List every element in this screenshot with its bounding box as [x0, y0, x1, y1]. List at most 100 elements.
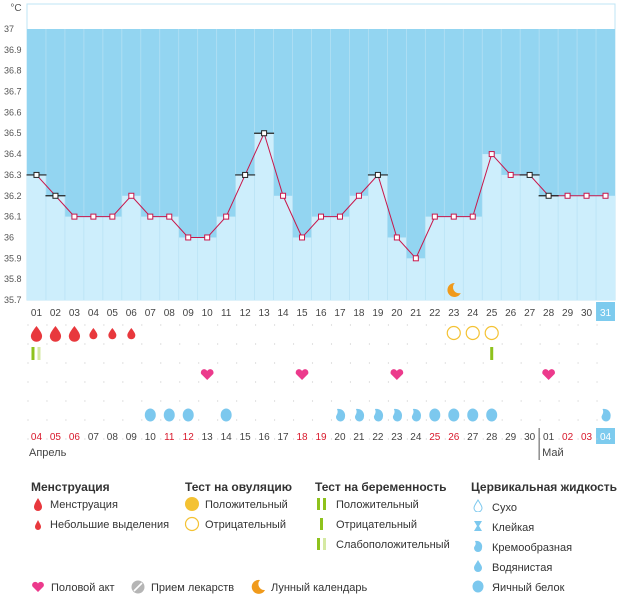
month-label: Май — [542, 447, 564, 459]
eggwhite-icon — [448, 408, 460, 422]
date-label: 29 — [505, 432, 517, 443]
grid-dot — [198, 400, 200, 402]
grid-dot — [387, 324, 389, 326]
y-tick-label: 36 — [4, 232, 14, 242]
heart-icon — [200, 369, 214, 380]
menstruation-light-icon — [127, 328, 136, 340]
cycle-day-label: 05 — [107, 308, 119, 319]
temperature-bar — [121, 195, 141, 300]
eggwhite-icon — [220, 408, 232, 422]
cycle-day-label: 16 — [315, 308, 327, 319]
grid-dot — [292, 343, 295, 345]
temperature-bar — [64, 216, 84, 300]
grid-dot — [406, 324, 408, 326]
grid-dot — [141, 381, 143, 383]
grid-dot — [368, 343, 371, 345]
grid-dot — [311, 400, 314, 402]
grid-dot — [122, 381, 124, 383]
grid-dot — [558, 438, 560, 440]
date-label: 17 — [278, 432, 290, 443]
menstruation-heavy-icon — [49, 326, 62, 342]
temperature-point — [299, 234, 306, 241]
grid-dot — [103, 438, 105, 440]
temperature-point — [412, 255, 419, 262]
grid-dot — [425, 362, 427, 364]
grid-dot — [444, 362, 446, 364]
grid-dot — [577, 400, 579, 402]
grid-dot — [198, 381, 200, 383]
grid-dot — [255, 362, 257, 364]
date-label: 03 — [581, 432, 593, 443]
grid-dot — [520, 419, 522, 421]
grid-dot — [482, 362, 484, 364]
grid-dot — [463, 419, 465, 421]
grid-dot — [349, 381, 352, 383]
temperature-point — [564, 192, 571, 199]
grid-dot — [198, 362, 200, 364]
grid-dot — [160, 362, 162, 364]
grid-dot — [349, 400, 352, 402]
moon-icon — [447, 282, 461, 297]
y-tick-label: 36.7 — [4, 87, 22, 97]
grid-dot — [311, 438, 314, 440]
temperature-bar — [330, 216, 350, 300]
grid-dot — [520, 381, 522, 383]
grid-dot — [501, 419, 503, 421]
date-label: 12 — [183, 432, 195, 443]
grid-dot — [463, 343, 465, 345]
grid-dot — [425, 438, 427, 440]
cycle-day-label: 21 — [410, 308, 422, 319]
grid-dot — [236, 343, 238, 345]
grid-dot — [330, 381, 333, 383]
grid-dot — [501, 381, 503, 383]
grid-dot — [482, 438, 484, 440]
legend-ovulation-positive-label: Положительный — [205, 499, 288, 511]
temperature-bar — [501, 174, 521, 300]
date-label: 15 — [240, 432, 252, 443]
temperature-bar — [27, 174, 46, 300]
temperature-point — [450, 213, 457, 220]
grid-dot — [444, 343, 446, 345]
grid-dot — [103, 362, 105, 364]
temperature-point — [166, 213, 173, 220]
temperature-bar — [311, 216, 331, 300]
cycle-day-label: 06 — [126, 308, 138, 319]
legend-intercourse-label: Половой акт — [51, 582, 115, 594]
cycle-day-label: 31 — [600, 308, 612, 319]
grid-dot — [596, 343, 598, 345]
grid-dot — [236, 400, 238, 402]
date-label: 01 — [543, 432, 555, 443]
legend-title-ovulation: Тест на овуляцию — [185, 480, 292, 494]
legend-sticky-label: Клейкая — [492, 522, 535, 534]
grid-dot — [273, 419, 276, 421]
temperature-point — [507, 171, 514, 178]
temperature-bar — [596, 195, 615, 300]
grid-dot — [46, 381, 48, 383]
grid-dot — [577, 438, 579, 440]
grid-dot — [387, 400, 389, 402]
temperature-point — [242, 171, 249, 178]
date-label: 04 — [31, 432, 43, 443]
drop-light-icon — [35, 520, 41, 530]
date-label: 10 — [145, 432, 157, 443]
temperature-point — [90, 213, 97, 220]
grid-dot — [406, 438, 408, 440]
grid-dot — [444, 324, 446, 326]
cycle-day-label: 18 — [353, 308, 365, 319]
grid-dot — [577, 362, 579, 364]
grid-dot — [236, 362, 238, 364]
cycle-day-label: 17 — [334, 308, 346, 319]
grid-dot — [577, 343, 579, 345]
grid-dot — [558, 419, 560, 421]
temperature-bar — [539, 195, 559, 300]
grid-dot — [84, 362, 86, 364]
grid-dot — [198, 419, 200, 421]
grid-dot — [368, 381, 371, 383]
grid-dot — [160, 400, 162, 402]
grid-dot — [311, 343, 314, 345]
menstruation-light-icon — [108, 328, 117, 340]
grid-dot — [236, 419, 238, 421]
grid-dot — [46, 400, 48, 402]
grid-dot — [520, 324, 522, 326]
cycle-day-label: 07 — [145, 308, 157, 319]
